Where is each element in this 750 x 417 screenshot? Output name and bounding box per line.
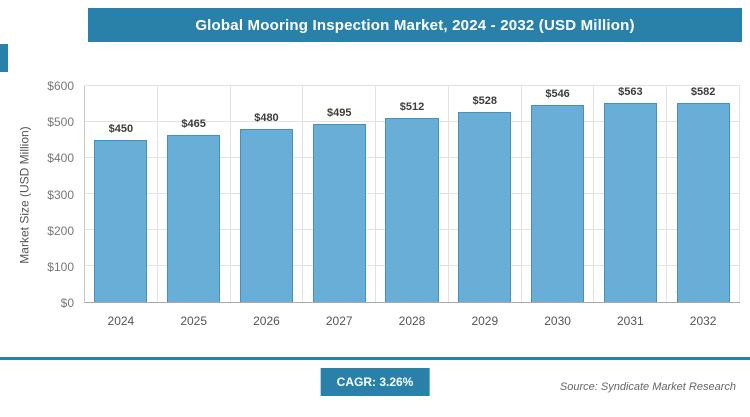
- x-axis-label: 2025: [180, 314, 208, 328]
- bar-value-label: $528: [472, 94, 498, 107]
- bar-column: $528 2029: [449, 86, 522, 328]
- bar: [312, 123, 366, 302]
- bar: [603, 103, 657, 302]
- bar-value-label: $495: [326, 106, 352, 119]
- y-tick-label: $200: [47, 223, 74, 238]
- bar: [676, 103, 730, 302]
- chart-title-banner: Global Mooring Inspection Market, 2024 -…: [88, 8, 742, 42]
- bar-column: $563 2031: [594, 86, 668, 328]
- bottom-accent-line: [0, 357, 750, 360]
- x-axis-label: 2024: [107, 314, 135, 328]
- x-axis-label: 2028: [398, 314, 426, 328]
- bar-columns: $450 2024 $465 2025 $480 2026 $495 2027 $512 2028…: [85, 86, 741, 328]
- x-axis-label: 2030: [544, 314, 571, 328]
- x-axis-label: 2029: [471, 314, 499, 328]
- left-accent-bar: [0, 44, 8, 72]
- bar-value-label: $450: [108, 123, 134, 135]
- bar-value-label: $582: [690, 86, 716, 98]
- chart-area: $0 $100 $200 $300 $400 $500 $600 $450 2024 $465 2…: [47, 79, 741, 328]
- bar-value-label: $465: [181, 117, 206, 130]
- y-axis-tick-labels: $0 $100 $200 $300 $400 $500 $600: [36, 79, 78, 310]
- y-axis-title: Market Size (USD Million): [17, 126, 32, 264]
- bar: [94, 140, 148, 302]
- bar: [239, 129, 293, 302]
- y-tick-label: $0: [60, 296, 74, 310]
- x-axis-label: 2032: [689, 314, 717, 328]
- cagr-badge: CAGR: 3.26%: [320, 368, 430, 396]
- bar-column: $450 2024: [85, 86, 158, 328]
- source-text: Source: Syndicate Market Research: [559, 381, 736, 393]
- bar: [531, 105, 585, 302]
- bar-value-label: $512: [399, 100, 425, 113]
- chart-title: Global Mooring Inspection Market, 2024 -…: [195, 16, 635, 34]
- y-tick-label: $600: [47, 79, 74, 93]
- bar-value-label: $546: [545, 88, 570, 101]
- x-axis-label: 2031: [617, 314, 644, 328]
- gridline: [85, 85, 740, 86]
- y-tick-label: $400: [47, 151, 74, 166]
- bar-value-label: $480: [254, 112, 279, 125]
- x-axis-label: 2027: [325, 314, 353, 328]
- bar-column: $512 2028: [376, 86, 449, 328]
- bar-column: $465 2025: [158, 86, 231, 328]
- y-tick-label: $100: [47, 259, 74, 274]
- bar-column: $495 2027: [303, 86, 377, 328]
- bar: [385, 117, 439, 302]
- bar-column: $480 2026: [231, 86, 304, 328]
- bar-column: $582 2032: [667, 86, 741, 328]
- plot-area: $450 2024 $465 2025 $480 2026 $495 2027 $512 2028…: [84, 85, 741, 328]
- bar: [167, 134, 221, 302]
- y-tick-label: $300: [47, 187, 74, 202]
- bar-value-label: $563: [618, 86, 643, 98]
- bar-column: $546 2030: [522, 86, 595, 328]
- y-tick-label: $500: [47, 115, 74, 130]
- x-axis-label: 2026: [253, 314, 280, 328]
- bar: [458, 111, 512, 302]
